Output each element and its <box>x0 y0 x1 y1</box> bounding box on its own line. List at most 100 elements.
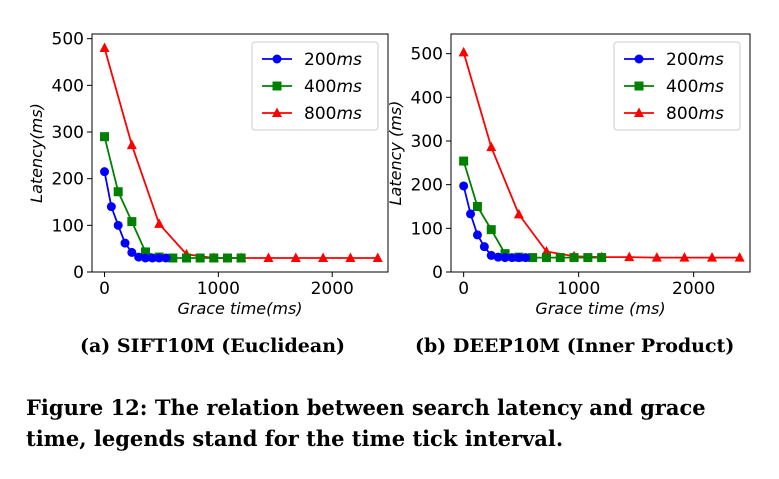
data-point <box>372 252 383 262</box>
x-axis-label-text: Grace time <box>535 299 624 318</box>
figure-caption: Figure 12: The relation between search l… <box>26 395 706 451</box>
legend-entry-unit: ms <box>698 77 724 97</box>
data-point <box>154 218 165 228</box>
y-axis-label: Latency(ms) <box>27 103 46 203</box>
data-point <box>707 252 718 262</box>
subfigure-a-caption: (a) SIFT10M (Euclidean) <box>80 335 346 357</box>
data-point <box>147 253 157 263</box>
legend-entry: 200ms <box>304 50 362 70</box>
data-point <box>181 253 191 263</box>
data-point <box>486 225 496 235</box>
data-point <box>528 253 538 263</box>
data-point <box>583 253 593 263</box>
data-point <box>493 252 503 262</box>
data-point <box>458 46 469 57</box>
y-axis-label-text: Latency <box>27 139 46 203</box>
x-tick-label: 1000 <box>557 279 600 299</box>
x-tick-label: 1000 <box>197 279 240 299</box>
y-axis-label-unit: (ms) <box>386 101 405 143</box>
y-tick-label: 300 <box>52 123 84 143</box>
data-point <box>290 252 301 262</box>
legend-marker <box>272 107 282 117</box>
data-point <box>472 201 482 211</box>
data-point <box>569 253 579 263</box>
data-point <box>318 252 329 262</box>
legend-marker <box>634 54 644 64</box>
data-point <box>127 217 137 227</box>
y-tick-label: 100 <box>411 219 443 239</box>
data-point <box>486 250 496 260</box>
x-axis-label-unit: (ms) <box>266 299 302 318</box>
plot-frame <box>91 33 389 273</box>
y-axis-label-unit: (ms) <box>27 103 46 139</box>
x-tick-label: 2000 <box>311 279 354 299</box>
x-tick-label: 2000 <box>672 279 715 299</box>
data-point <box>236 253 246 263</box>
data-point <box>734 252 745 262</box>
legend-entry-unit: ms <box>336 77 362 97</box>
y-tick-label: 500 <box>411 45 443 65</box>
legend-entry-number: 800 <box>304 104 336 124</box>
data-point <box>507 253 517 263</box>
data-point <box>466 209 476 219</box>
data-point <box>472 230 482 240</box>
subfigure-b-caption: (b) DEEP10M (Inner Product) <box>415 335 735 357</box>
legend-entry: 800ms <box>666 104 724 124</box>
x-axis-label: Grace time(ms) <box>177 299 302 318</box>
data-point <box>113 220 123 230</box>
data-point <box>127 247 137 257</box>
y-axis-label: Latency (ms) <box>386 101 405 206</box>
legend-entry-number: 400 <box>666 77 698 97</box>
legend-box <box>251 41 379 131</box>
legend-entry: 400ms <box>666 77 724 97</box>
y-tick-label: 500 <box>52 30 84 50</box>
data-point <box>555 253 565 263</box>
legend-box <box>613 41 741 131</box>
data-point <box>597 253 607 263</box>
data-point <box>679 252 690 262</box>
data-point <box>120 238 130 248</box>
data-point <box>514 253 524 263</box>
data-point <box>513 208 524 219</box>
legend: 200ms 400ms 800ms <box>251 41 379 131</box>
legend-entry-number: 400 <box>304 77 336 97</box>
data-point <box>459 181 469 191</box>
data-point <box>479 242 489 252</box>
x-tick-label: 0 <box>99 279 110 299</box>
y-tick-label: 200 <box>52 170 84 190</box>
data-point <box>195 253 205 263</box>
legend-marker <box>272 54 282 64</box>
legend-marker <box>272 81 282 91</box>
y-tick-label: 400 <box>52 76 84 96</box>
data-point <box>486 141 497 152</box>
y-tick-label: 0 <box>432 263 443 283</box>
x-axis-label: Grace time (ms) <box>535 299 665 318</box>
data-point <box>500 253 510 263</box>
x-axis-label-unit: (ms) <box>624 299 666 318</box>
x-axis-label-text: Grace time <box>177 299 266 318</box>
data-point <box>134 252 144 262</box>
y-tick-label: 0 <box>73 263 84 283</box>
data-point <box>99 42 110 52</box>
series-line <box>462 185 526 259</box>
chart-1: 0 100 200 300 400 500 0 1000 2000 Grace time (ms)… <box>386 33 751 318</box>
series-200ms <box>459 181 531 263</box>
legend-entry-unit: ms <box>698 104 724 124</box>
data-point <box>345 252 356 262</box>
legend-entry-number: 200 <box>666 50 698 70</box>
y-tick-label: 400 <box>411 88 443 108</box>
data-point <box>100 167 110 177</box>
legend-entry-number: 200 <box>304 50 336 70</box>
data-point <box>126 139 137 150</box>
y-axis-label-text: Latency <box>386 142 405 206</box>
y-tick-label: 300 <box>411 132 443 152</box>
data-point <box>161 253 171 263</box>
data-point <box>209 253 219 263</box>
data-point <box>168 253 178 263</box>
legend-entry: 800ms <box>304 104 362 124</box>
legend-entry-number: 800 <box>666 104 698 124</box>
data-point <box>521 253 531 263</box>
